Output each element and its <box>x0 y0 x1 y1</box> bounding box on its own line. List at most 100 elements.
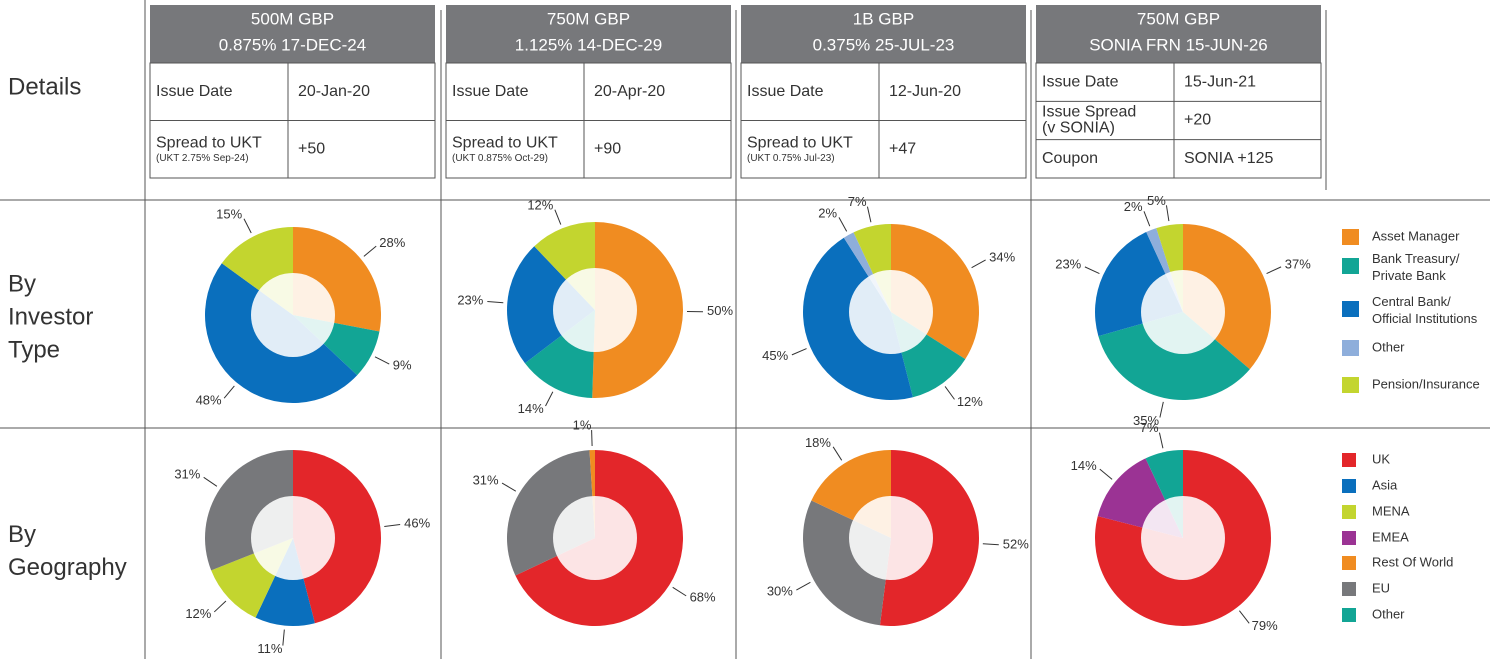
leader-line <box>545 391 554 407</box>
detail-value: +20 <box>1184 112 1211 129</box>
leader-line <box>554 209 562 225</box>
legend-swatch <box>1342 531 1356 545</box>
detail-label: Spread to UKT <box>452 134 558 151</box>
legend-label: Asia <box>1372 477 1398 492</box>
detail-label: Issue Date <box>156 83 233 100</box>
donut-hole <box>849 270 933 354</box>
pie-slice <box>1183 224 1272 370</box>
legend-label: Other <box>1372 606 1405 621</box>
detail-label: Coupon <box>1042 150 1098 167</box>
slice-label: 12% <box>957 394 983 409</box>
slice-label: 34% <box>989 249 1015 264</box>
detail-value: +90 <box>594 140 621 157</box>
donut-hole <box>251 273 335 357</box>
legend-swatch <box>1342 258 1359 274</box>
slice-label: 2% <box>818 205 837 220</box>
legend-label: Other <box>1372 339 1405 354</box>
slice-label: 7% <box>848 194 867 209</box>
legend-label: Central Bank/Official Institutions <box>1372 294 1478 326</box>
slice-label: 46% <box>404 515 430 530</box>
slice-label: 45% <box>762 348 788 363</box>
leader-line <box>591 430 593 447</box>
donut-hole <box>251 496 335 580</box>
slice-label: 7% <box>1140 420 1159 435</box>
leader-line <box>971 259 986 269</box>
legend-label: MENA <box>1372 503 1410 518</box>
leader-line <box>1238 610 1250 624</box>
slice-label: 14% <box>518 401 544 416</box>
detail-value: SONIA +125 <box>1184 150 1273 167</box>
leader-line <box>1099 468 1113 480</box>
donut-hole <box>1141 496 1225 580</box>
legend-swatch <box>1342 479 1356 493</box>
bond-title: 500M GBP <box>251 9 334 28</box>
row-label: By <box>8 521 36 548</box>
legend-label: Asset Manager <box>1372 228 1460 243</box>
pie-slice <box>255 538 315 626</box>
detail-value: 15-Jun-21 <box>1184 73 1256 90</box>
legend-label: EU <box>1372 580 1390 595</box>
leader-line <box>1143 211 1151 227</box>
leader-line <box>1165 205 1170 222</box>
slice-label: 2% <box>1124 199 1143 214</box>
slice-label: 30% <box>767 583 793 598</box>
bond-header <box>1036 5 1321 63</box>
detail-label: Issue Spread <box>1042 104 1136 121</box>
legend-swatch <box>1342 608 1356 622</box>
slice-label: 12% <box>185 606 211 621</box>
leader-line <box>944 386 955 400</box>
legend-swatch <box>1342 301 1359 317</box>
bond-title: 0.875% 17-DEC-24 <box>219 35 366 54</box>
leader-line <box>832 446 843 461</box>
slice-label: 31% <box>174 466 200 481</box>
slice-label: 35% <box>1133 413 1159 428</box>
leader-line <box>501 482 517 492</box>
detail-note: (UKT 2.75% Sep-24) <box>156 153 249 164</box>
bond-title: 750M GBP <box>1137 9 1220 28</box>
leader-line <box>791 348 807 356</box>
legend-swatch <box>1342 377 1359 393</box>
leader-line <box>203 476 218 487</box>
pie-slice <box>1098 312 1250 400</box>
leader-line <box>982 543 999 546</box>
detail-value: +50 <box>298 140 325 157</box>
slice-label: 18% <box>805 435 831 450</box>
legend-label: Bank Treasury/Private Bank <box>1372 251 1460 283</box>
leader-line <box>838 217 848 232</box>
detail-label: Issue Date <box>452 83 529 100</box>
legend-swatch <box>1342 453 1356 467</box>
leader-line <box>1266 266 1282 275</box>
detail-value: +47 <box>889 140 916 157</box>
legend-swatch <box>1342 340 1359 356</box>
slice-label: 15% <box>216 207 242 222</box>
detail-note: (UKT 0.75% Jul-23) <box>747 153 835 164</box>
legend-label: Rest Of World <box>1372 554 1453 569</box>
leader-line <box>1159 401 1164 418</box>
leader-line <box>1158 432 1164 449</box>
bond-title: 1B GBP <box>853 9 914 28</box>
donut-hole <box>1141 270 1225 354</box>
detail-label: Issue Date <box>747 83 824 100</box>
legend-swatch <box>1342 229 1359 245</box>
leader-line <box>213 600 227 613</box>
slice-label: 23% <box>1055 257 1081 272</box>
slice-label: 68% <box>690 589 716 604</box>
slice-label: 28% <box>379 235 405 250</box>
bond-title: 1.125% 14-DEC-29 <box>515 35 662 54</box>
legend-swatch <box>1342 556 1356 570</box>
slice-label: 9% <box>393 357 412 372</box>
slice-label: 5% <box>1147 193 1166 208</box>
detail-label: Issue Date <box>1042 73 1119 90</box>
leader-line <box>672 586 687 597</box>
detail-label: Spread to UKT <box>747 134 853 151</box>
bond-header <box>741 5 1026 63</box>
pie-slice <box>507 246 595 364</box>
legend-label: UK <box>1372 451 1390 466</box>
row-label: By <box>8 270 36 297</box>
details-table <box>1035 62 1322 179</box>
donut-hole <box>849 496 933 580</box>
leader-line <box>243 218 252 234</box>
slice-label: 48% <box>196 393 222 408</box>
slice-label: 14% <box>1071 458 1097 473</box>
row-label: Geography <box>8 554 127 581</box>
